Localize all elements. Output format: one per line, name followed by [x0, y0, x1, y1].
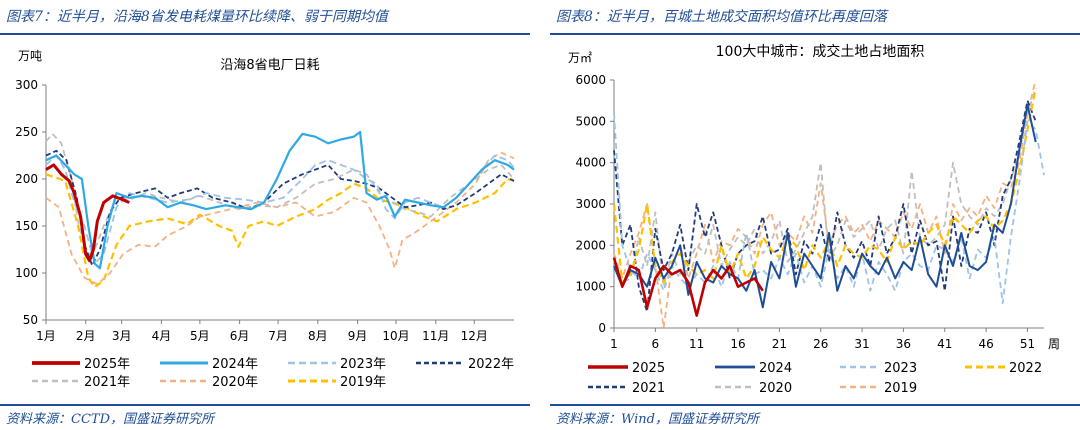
left-series-line-2022	[45, 149, 515, 267]
left-x-tick-label-3: 3月	[112, 329, 132, 343]
right-figure-title: 图表8：近半月，百城土地成交面积均值环比再度回落	[556, 9, 887, 25]
left-title-rule	[0, 33, 530, 35]
left-y-tick-label-300: 300	[15, 78, 38, 92]
right-x-tick-label-31: 31	[854, 337, 869, 351]
left-x-tick-label-5: 5月	[190, 329, 210, 343]
left-source-rule	[0, 404, 530, 406]
right-y-tick-label-5000: 5000	[575, 114, 606, 128]
left-source-note: 资料来源：CCTD，国盛证券研究所	[6, 412, 214, 427]
right-legend-label-2024: 2024	[759, 361, 792, 376]
right-legend-label-2020: 2020	[759, 381, 792, 396]
right-y-tick-label-1000: 1000	[575, 280, 606, 294]
left-y-tick-label-200: 200	[15, 172, 38, 186]
right-x-tick-label-16: 16	[730, 337, 745, 351]
left-x-tick-label-9: 9月	[348, 329, 368, 343]
left-x-tick-label-6: 6月	[230, 329, 250, 343]
left-legend-label-2024: 2024年	[212, 357, 258, 372]
right-series-line-2025	[612, 257, 764, 317]
left-y-tick-label-50: 50	[23, 313, 38, 327]
right-source-note: 资料来源：Wind，国盛证券研究所	[556, 412, 759, 427]
right-y-tick-label-3000: 3000	[575, 197, 606, 211]
right-series-line-2024	[613, 103, 1037, 309]
right-source-rule	[550, 404, 1080, 406]
left-series-line-2019	[45, 173, 515, 289]
left-chart-title: 沿海8省电厂日耗	[220, 58, 319, 73]
left-x-tick-label-12: 12月	[461, 329, 488, 343]
right-x-tick-label-11: 11	[689, 337, 704, 351]
right-legend-label-2021: 2021	[632, 381, 665, 396]
left-legend-label-2020: 2020年	[212, 375, 258, 390]
left-figure-title: 图表7：近半月，沿海8省发电耗煤量环比续降、弱于同期均值	[6, 9, 388, 25]
right-x-tick-label-46: 46	[978, 337, 993, 351]
right-y-tick-label-6000: 6000	[575, 73, 606, 87]
right-legend-label-2025: 2025	[632, 361, 665, 376]
right-series-line-2023	[613, 113, 1045, 305]
left-y-axis-unit: 万吨	[18, 49, 42, 63]
left-x-tick-label-7: 7月	[268, 329, 288, 343]
right-figure-panel: 图表8：近半月，百城土地成交面积均值环比再度回落 0 1000 2000 3000 40…	[550, 0, 1080, 430]
left-x-tick-label-4: 4月	[152, 329, 172, 343]
left-x-tick-label-11: 11月	[422, 329, 449, 343]
left-y-tick-label-250: 250	[15, 125, 38, 139]
left-y-tick-label-100: 100	[15, 266, 38, 280]
right-x-tick-label-1: 1	[610, 337, 618, 351]
right-series-line-2021	[613, 99, 1037, 313]
right-legend-label-2019: 2019	[884, 381, 917, 396]
left-x-tick-label-8: 8月	[308, 329, 328, 343]
right-y-axis-unit: 万㎡	[568, 51, 592, 65]
right-x-tick-label-21: 21	[772, 337, 787, 351]
left-y-tick-label-150: 150	[15, 219, 38, 233]
right-x-tick-label-26: 26	[813, 337, 828, 351]
left-legend-label-2022: 2022年	[468, 357, 514, 372]
left-series-line-2024	[45, 130, 515, 270]
left-legend-label-2025: 2025年	[84, 357, 130, 372]
right-x-tick-label-41: 41	[937, 337, 952, 351]
right-x-axis-unit: 周	[1048, 337, 1060, 351]
left-legend-label-2023: 2023年	[340, 357, 386, 372]
right-legend-label-2023: 2023	[884, 361, 917, 376]
left-coal-consumption-chart: 50 100 150 200 250 300 1月 2月 3月 4月 5月 6月 7月 8月 9月 10月 11…	[15, 49, 515, 390]
right-title-rule	[550, 33, 1080, 35]
left-figure-panel: 图表7：近半月，沿海8省发电耗煤量环比续降、弱于同期均值 50 100 150 200…	[0, 0, 530, 430]
left-x-tick-label-1: 1月	[36, 329, 56, 343]
right-y-tick-label-2000: 2000	[575, 238, 606, 252]
right-chart-title: 100大中城市：成交土地占地面积	[716, 43, 925, 60]
left-legend-label-2021: 2021年	[84, 375, 130, 390]
left-series-line-2020	[45, 151, 515, 286]
right-x-tick-label-51: 51	[1020, 337, 1035, 351]
right-y-tick-label-0: 0	[598, 321, 606, 335]
left-legend-label-2019: 2019年	[340, 375, 386, 390]
left-x-tick-label-10: 10月	[382, 329, 409, 343]
right-series-line-2019	[613, 79, 1037, 329]
right-x-tick-label-36: 36	[896, 337, 911, 351]
right-x-tick-label-6: 6	[652, 337, 660, 351]
right-series-line-2022	[612, 88, 1037, 284]
left-x-tick-label-2: 2月	[76, 329, 96, 343]
right-legend-label-2022: 2022	[1009, 361, 1042, 376]
right-y-tick-label-4000: 4000	[575, 156, 606, 170]
left-series-line-2025	[45, 163, 130, 263]
